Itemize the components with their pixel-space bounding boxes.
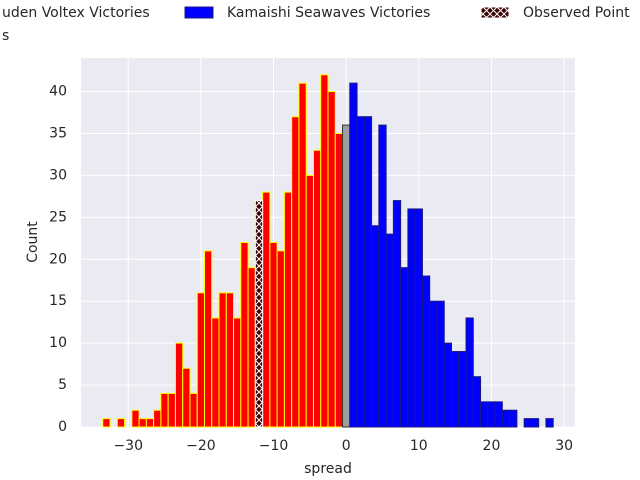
bar — [262, 191, 271, 428]
bar — [429, 300, 438, 428]
bar — [523, 418, 532, 428]
bar — [240, 242, 249, 428]
x-tick-label: 10 — [410, 438, 428, 454]
bar — [298, 82, 307, 428]
bar — [131, 409, 140, 428]
bar — [458, 351, 467, 428]
bar — [305, 174, 314, 428]
x-tick-label: 20 — [483, 438, 501, 454]
bar — [283, 191, 293, 428]
bar — [371, 225, 380, 428]
bar — [378, 124, 387, 428]
x-tick-label: 0 — [342, 438, 351, 454]
bar — [167, 392, 176, 428]
x-tick-label: −10 — [259, 438, 289, 454]
bar — [225, 292, 235, 428]
bar — [189, 392, 198, 428]
y-tick-label: 10 — [49, 335, 67, 351]
legend-label: Observed Point — [523, 5, 630, 21]
y-tick-label: 20 — [49, 251, 67, 267]
bar-hatch — [255, 200, 263, 427]
bar — [487, 401, 496, 428]
y-tick-label: 30 — [49, 167, 67, 183]
bar — [501, 409, 511, 428]
x-axis-label: spread — [304, 461, 352, 477]
bar — [102, 418, 111, 428]
bar — [204, 250, 213, 428]
bar — [211, 317, 220, 428]
bar — [116, 418, 126, 428]
bar — [363, 116, 373, 428]
bar — [334, 132, 344, 428]
bar — [530, 418, 540, 428]
bar — [414, 208, 423, 428]
bar — [320, 74, 329, 428]
bar — [356, 116, 365, 428]
y-tick-label: 35 — [49, 125, 67, 141]
legend-hatch — [481, 7, 509, 18]
bar — [153, 409, 162, 428]
bar — [443, 342, 452, 428]
x-tick-label: 30 — [555, 438, 573, 454]
legend-label: Kamaishi Seawaves Victories — [227, 5, 430, 21]
bar — [269, 242, 278, 428]
bar — [218, 292, 227, 428]
legend-label: s — [2, 28, 9, 44]
bar — [174, 342, 184, 428]
y-tick-label: 40 — [49, 84, 67, 100]
x-tick-label: −30 — [113, 438, 143, 454]
bar — [291, 116, 300, 428]
y-tick-label: 5 — [58, 377, 67, 393]
bar — [465, 317, 474, 428]
bar — [480, 401, 489, 428]
bar — [392, 200, 402, 428]
bar — [407, 208, 416, 428]
y-tick-label: 0 — [58, 419, 67, 435]
x-tick-label: −20 — [186, 438, 216, 454]
bar — [436, 300, 445, 428]
bar — [385, 233, 394, 428]
bar — [342, 124, 351, 428]
bar — [138, 418, 147, 428]
bar — [494, 401, 503, 428]
y-axis-label: Count — [25, 221, 41, 263]
bar — [145, 418, 155, 428]
bar — [276, 250, 285, 428]
bar — [509, 409, 518, 428]
bar — [400, 267, 409, 428]
bar — [472, 376, 482, 428]
bar — [421, 275, 431, 428]
bar — [182, 367, 191, 428]
bar — [327, 91, 336, 428]
bar — [233, 317, 242, 428]
y-tick-label: 25 — [49, 209, 67, 225]
bar — [349, 82, 358, 428]
bar — [451, 351, 460, 428]
bar — [247, 267, 256, 428]
legend-swatch — [184, 6, 214, 19]
bar — [312, 149, 322, 428]
bar — [545, 418, 554, 428]
bar — [196, 292, 205, 428]
legend-label: uden Voltex Victories — [2, 5, 150, 21]
y-tick-label: 15 — [49, 293, 67, 309]
bar — [160, 392, 169, 428]
